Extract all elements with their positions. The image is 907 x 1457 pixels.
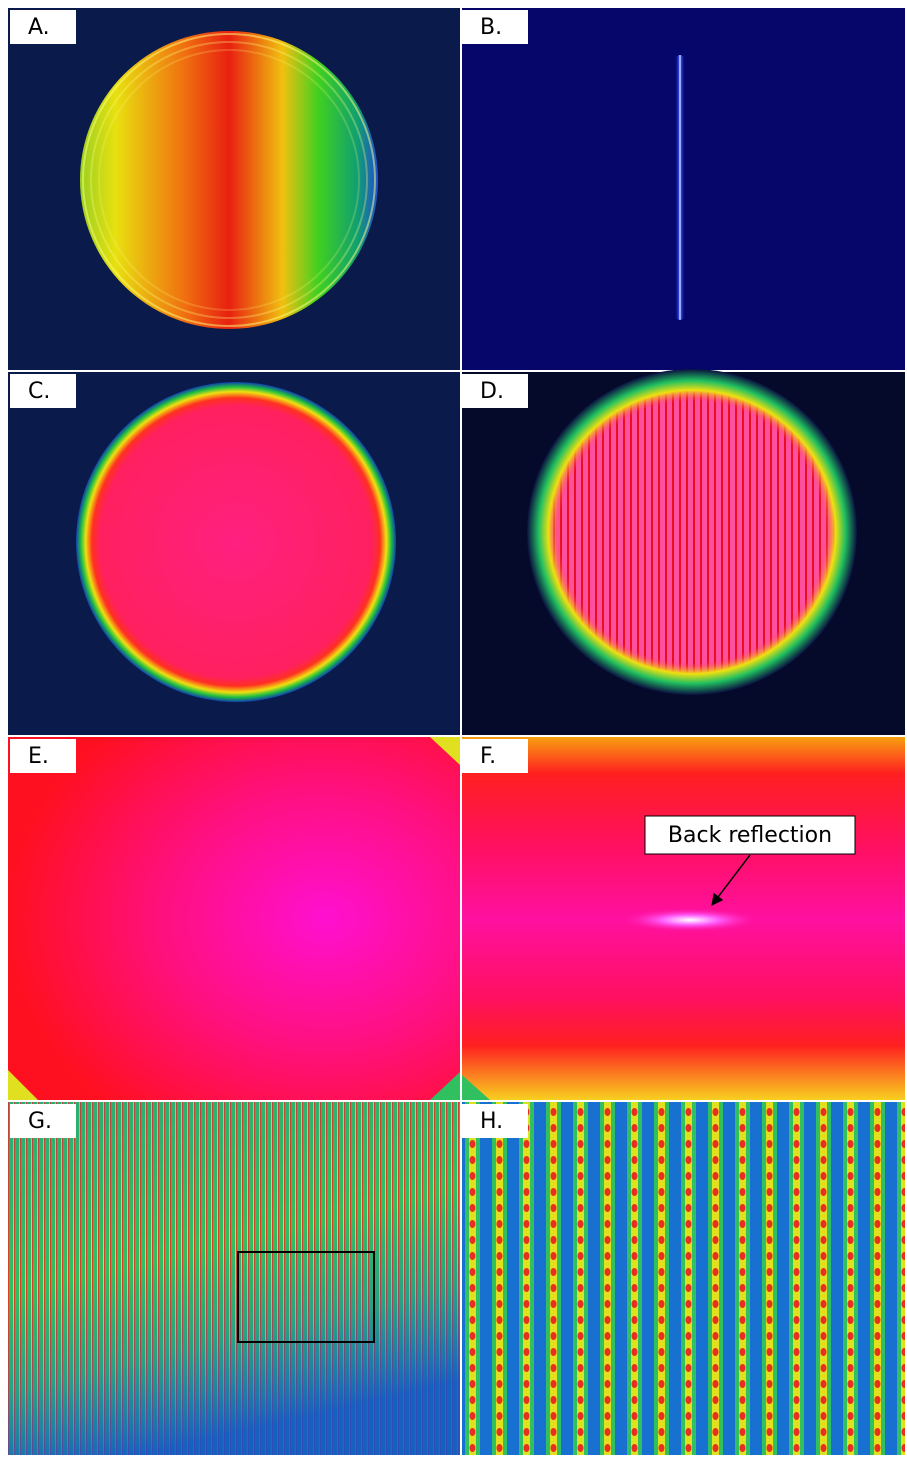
panel-label: D. <box>480 379 504 404</box>
panel-h <box>462 1102 905 1455</box>
panel-e <box>8 737 460 1100</box>
panel-label: G. <box>28 1109 52 1134</box>
panel-g <box>8 1102 460 1455</box>
panel-label: E. <box>28 744 49 769</box>
panel-c <box>8 372 460 735</box>
panel-a <box>8 8 460 370</box>
panel-d <box>462 369 905 735</box>
panel-label: A. <box>28 15 50 40</box>
annotation: Back reflection <box>668 823 832 848</box>
panel-label: F. <box>480 744 496 769</box>
panel-label: B. <box>480 15 502 40</box>
figure: Back reflection A. B. C. D. E. F. G. H. <box>0 0 907 1457</box>
panel-label: H. <box>480 1109 503 1134</box>
panel-f: Back reflection <box>462 737 905 1100</box>
panel-b <box>462 8 905 370</box>
panel-label: C. <box>28 379 50 404</box>
